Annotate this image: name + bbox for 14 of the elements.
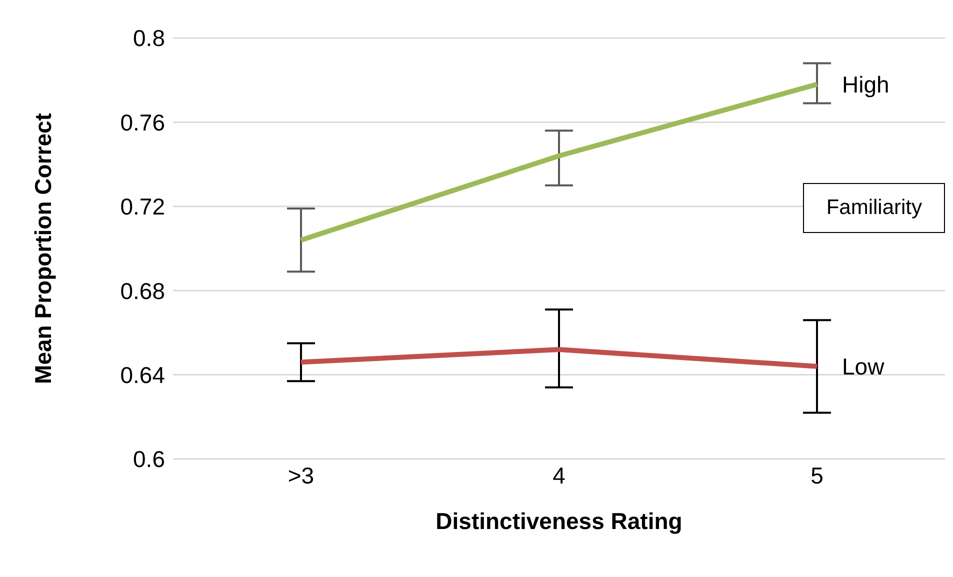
y-tick-label: 0.8 [133, 25, 165, 52]
series-label: High [842, 71, 890, 98]
x-tick-label: 5 [810, 462, 824, 488]
x-tick-label: >3 [288, 462, 314, 488]
y-tick-label: 0.68 [120, 278, 165, 304]
y-tick-label: 0.76 [120, 109, 165, 136]
y-tick-label: 0.64 [120, 362, 166, 388]
legend-title: Familiarity [803, 183, 945, 233]
x-tick-label: 4 [552, 462, 566, 488]
y-tick-label: 0.72 [120, 194, 165, 220]
x-axis-title: Distinctiveness Rating [436, 508, 682, 534]
y-tick-label: 0.6 [133, 446, 165, 472]
y-axis-title: Mean Proportion Correct [30, 112, 56, 384]
series-label: Low [842, 353, 885, 380]
